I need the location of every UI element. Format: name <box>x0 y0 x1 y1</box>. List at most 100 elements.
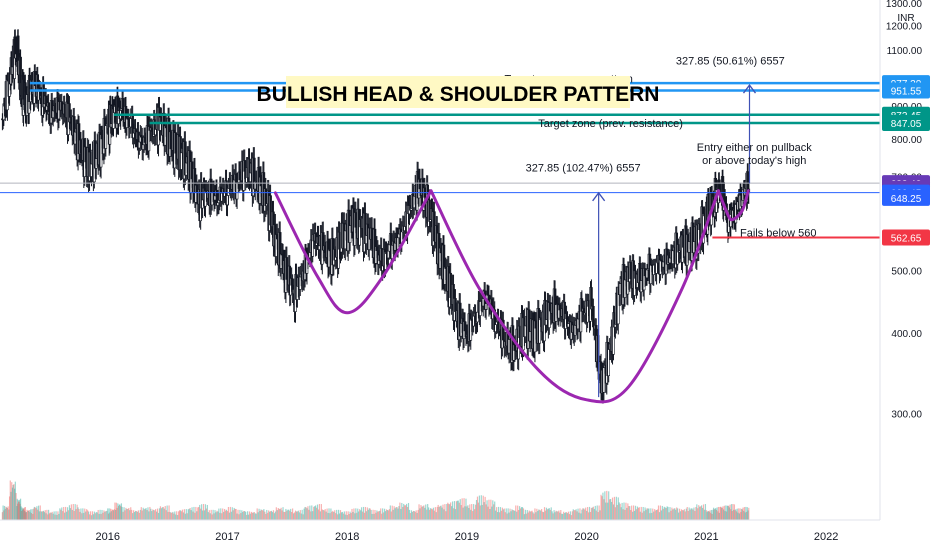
x-tick-label: 2018 <box>335 531 359 543</box>
volume-bar <box>306 508 308 520</box>
volume-bar <box>284 511 286 520</box>
volume-bar <box>421 506 423 520</box>
volume-bar <box>196 511 198 520</box>
volume-bar <box>606 490 608 520</box>
volume-bar <box>79 511 81 520</box>
volume-bar <box>646 508 648 520</box>
volume-bar <box>737 512 739 520</box>
volume-bar <box>269 511 271 520</box>
volume-bar <box>660 510 662 520</box>
volume-bar <box>416 512 418 520</box>
volume-bar <box>704 504 707 520</box>
volume-bar <box>176 511 178 520</box>
volume-bar <box>323 510 325 520</box>
volume-bar <box>609 499 611 520</box>
volume-bar <box>162 506 164 520</box>
volume-bar <box>647 508 649 520</box>
volume-bar <box>469 504 471 520</box>
volume-bar <box>626 507 628 520</box>
volume-bar <box>590 507 593 520</box>
volume-bar <box>158 508 161 520</box>
volume-bar <box>501 507 503 520</box>
volume-bar <box>420 505 422 520</box>
volume-bar <box>25 511 27 520</box>
volume-bar <box>596 505 598 520</box>
volume-bar <box>623 502 625 520</box>
volume-bar <box>409 513 412 520</box>
volume-bar <box>76 504 78 520</box>
volume-bar <box>110 511 112 520</box>
volume-bar <box>464 506 466 520</box>
volume-bar <box>727 505 729 520</box>
volume-bar <box>42 510 45 520</box>
volume-bar <box>486 500 488 520</box>
volume-bar <box>22 508 25 520</box>
volume-bar <box>488 499 490 520</box>
volume-bar <box>513 510 515 520</box>
volume-bar <box>695 507 697 520</box>
volume-bar <box>228 512 230 520</box>
volume-bar <box>160 508 162 520</box>
volume-bar <box>743 510 745 520</box>
volume-bar <box>462 507 464 520</box>
volume-bar <box>69 508 71 520</box>
volume-bar <box>425 504 427 520</box>
volume-bar <box>16 498 18 520</box>
volume-bar <box>450 502 452 520</box>
volume-bar <box>739 508 741 520</box>
volume-bar <box>700 506 702 520</box>
volume-bar <box>72 504 74 520</box>
volume-bar <box>220 508 222 520</box>
volume-bar <box>17 503 19 520</box>
volume-bar <box>666 506 668 520</box>
volume-bar <box>310 511 312 520</box>
volume-bar <box>682 510 685 520</box>
volume-bar <box>81 513 83 520</box>
volume-bar <box>467 505 469 520</box>
volume-bar <box>273 513 276 520</box>
volume-bar <box>28 510 30 520</box>
volume-bar <box>90 515 93 520</box>
volume-bar <box>430 508 433 520</box>
volume-bar <box>624 509 626 520</box>
volume-bar <box>163 508 165 520</box>
volume-bar <box>341 511 344 520</box>
volume-bar <box>599 510 601 520</box>
volume-bar <box>559 512 561 520</box>
volume-bar <box>340 512 343 520</box>
volume-bar <box>342 513 344 520</box>
volume-bar <box>320 504 322 520</box>
volume-bar <box>644 507 646 520</box>
volume-bar <box>458 502 460 520</box>
volume-bar <box>679 511 682 520</box>
volume-bar <box>663 506 665 520</box>
volume-bar <box>429 508 432 520</box>
volume-bar <box>444 504 446 520</box>
volume-bar <box>40 511 42 520</box>
volume-bar <box>65 506 67 520</box>
volume-bar <box>535 512 537 520</box>
volume-bar <box>567 511 570 520</box>
volume-bar <box>453 501 456 520</box>
volume-bar <box>88 514 91 520</box>
volume-bar <box>393 506 395 520</box>
volume-bar <box>605 502 607 520</box>
volume-bar <box>669 507 671 520</box>
volume-bar <box>408 509 411 520</box>
volume-bar <box>29 511 31 520</box>
volume-bar <box>155 509 157 520</box>
volume-bar <box>156 511 158 520</box>
volume-bar <box>564 512 566 520</box>
volume-bar <box>61 507 63 520</box>
volume-bar <box>205 508 208 520</box>
volume-bar <box>427 504 429 520</box>
volume-bar <box>108 508 110 520</box>
volume-bar <box>252 512 254 520</box>
volume-bar <box>395 507 397 520</box>
volume-bar <box>8 509 10 520</box>
x-ticks: 2016 2017 2018 2019 2020 2021 2022 <box>96 531 839 543</box>
volume-bar <box>227 506 230 520</box>
volume-bar <box>744 512 746 520</box>
level-price-label: 847.05 <box>891 119 922 130</box>
